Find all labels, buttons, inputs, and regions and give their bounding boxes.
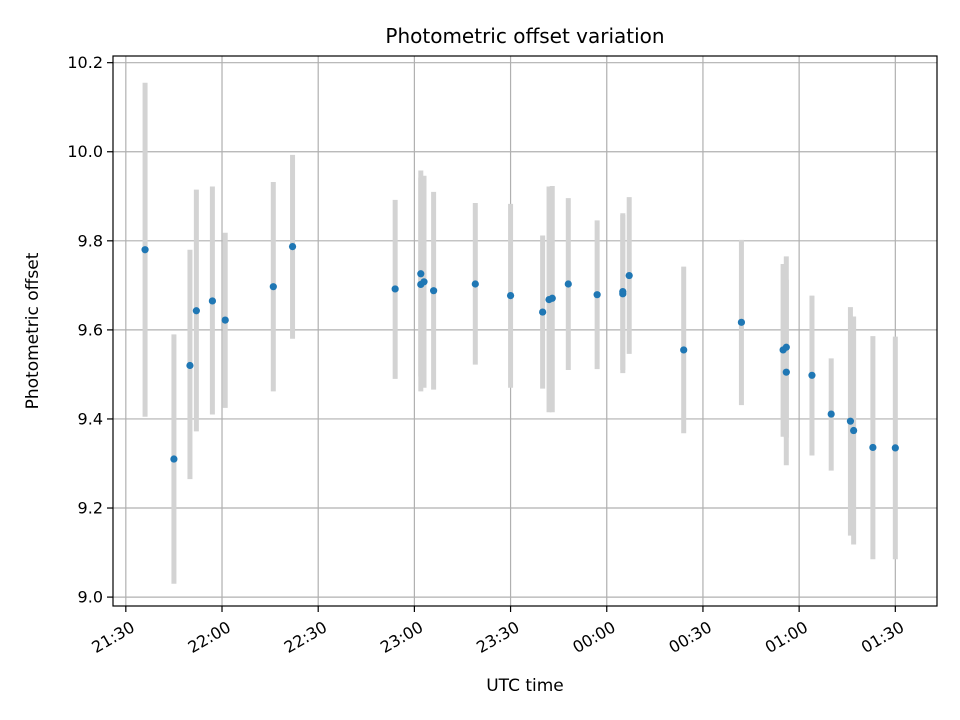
data-point xyxy=(891,444,899,452)
data-point xyxy=(625,271,633,280)
data-point xyxy=(141,246,149,254)
data-point xyxy=(782,368,790,376)
grid xyxy=(113,56,937,606)
data-point xyxy=(471,280,479,288)
data-point xyxy=(208,297,216,305)
data-point xyxy=(619,287,627,296)
y-tick-label: 9.4 xyxy=(78,409,103,428)
data-point xyxy=(680,346,688,354)
chart-title: Photometric offset variation xyxy=(385,24,664,48)
data-point xyxy=(221,316,229,324)
data-point xyxy=(593,291,601,299)
y-axis-ticks: 9.0 9.2 9.4 9.6 9.8 10.0 10.2 xyxy=(67,53,113,607)
data-point xyxy=(827,410,835,418)
x-axis-label: UTC time xyxy=(486,676,564,696)
data-point xyxy=(548,294,556,302)
y-tick-label: 9.2 xyxy=(78,499,103,518)
data-point xyxy=(420,278,428,286)
data-point xyxy=(850,426,858,435)
data-point xyxy=(417,270,425,278)
data-point xyxy=(269,283,277,291)
data-point xyxy=(170,455,178,463)
plot-frame xyxy=(112,55,938,607)
data-point xyxy=(288,243,297,251)
data-point xyxy=(186,361,194,370)
y-tick-label: 9.6 xyxy=(78,320,103,339)
data-point xyxy=(782,343,790,351)
data-point xyxy=(506,291,515,300)
y-axis-label: Photometric offset xyxy=(23,252,43,409)
data-point xyxy=(808,371,816,379)
data-points xyxy=(141,243,899,463)
data-point xyxy=(846,417,855,425)
y-tick-label: 10.0 xyxy=(67,142,103,161)
data-point xyxy=(564,280,572,288)
data-point xyxy=(430,287,438,295)
data-point xyxy=(539,308,547,316)
data-point xyxy=(192,307,200,315)
data-point xyxy=(737,318,746,326)
y-tick-label: 9.0 xyxy=(78,588,103,607)
data-point xyxy=(869,443,877,452)
data-point xyxy=(391,285,399,293)
y-tick-label: 10.2 xyxy=(67,53,103,72)
y-tick-label: 9.8 xyxy=(78,231,103,250)
